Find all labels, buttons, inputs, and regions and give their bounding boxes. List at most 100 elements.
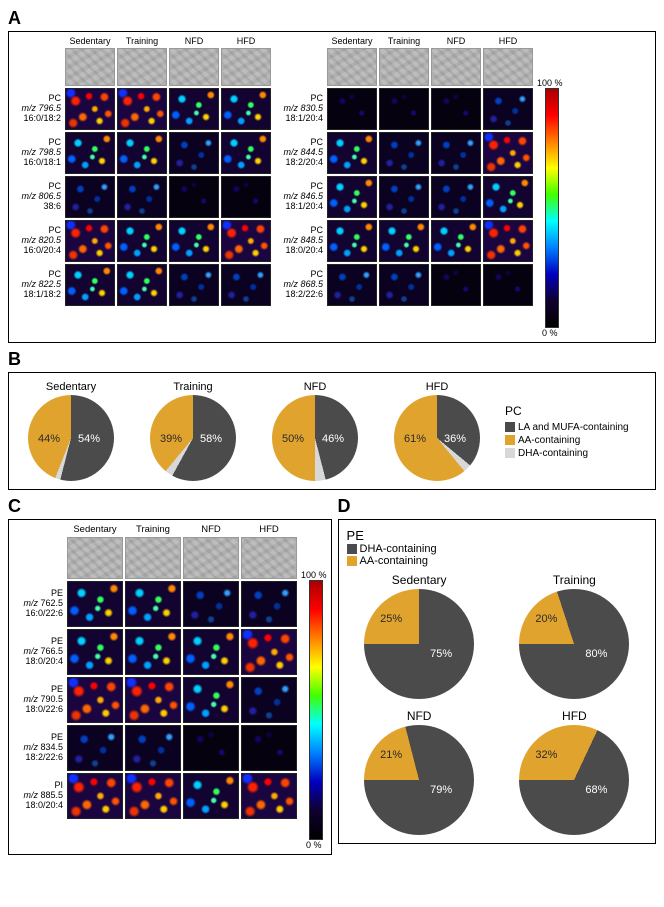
panel-a: SedentaryTrainingNFDHFDPCm/z 796.516:0/1… (8, 31, 656, 343)
heatmap-tile (65, 132, 115, 174)
panel-a-left-grid: SedentaryTrainingNFDHFDPCm/z 796.516:0/1… (13, 36, 271, 306)
pie-label: Training (553, 573, 596, 587)
legend-title: PE (347, 528, 647, 543)
histology-image (379, 48, 429, 86)
heatmap-tile (483, 132, 533, 174)
heatmap-tile (241, 581, 297, 627)
pie-pct-yellow: 44% (38, 433, 60, 445)
pie-pct-yellow: 50% (282, 433, 304, 445)
heatmap-tile (169, 132, 219, 174)
heatmap-tile (67, 677, 123, 723)
colorbar-a (545, 88, 559, 328)
pie-label: Training (173, 381, 212, 393)
panel-c: SedentaryTrainingNFDHFDPEm/z 762.516:0/2… (8, 519, 332, 855)
pie-label: NFD (304, 381, 327, 393)
heatmap-tile (431, 132, 481, 174)
heatmap-tile (327, 220, 377, 262)
pie-chart: 32% 68% (519, 725, 629, 835)
pie-pct-yellow: 21% (380, 749, 402, 761)
heatmap-tile (65, 220, 115, 262)
pie-d-item: NFD21%79% (347, 709, 492, 835)
heatmap-tile (221, 264, 271, 306)
heatmap-tile (125, 773, 181, 819)
pie-pct-dark: 68% (585, 784, 607, 796)
heatmap-tile (483, 88, 533, 130)
column-header: Sedentary (65, 36, 115, 46)
pie-pct-yellow: 39% (160, 433, 182, 445)
row-label: PIm/z 885.518:0/20:4 (13, 781, 65, 811)
pie-pct-yellow: 20% (535, 613, 557, 625)
heatmap-tile (241, 773, 297, 819)
pie-chart: 36%61% (394, 395, 480, 481)
column-header: Training (125, 524, 181, 535)
pie-b-item: NFD 46%50% (257, 381, 373, 481)
column-header: NFD (169, 36, 219, 46)
histology-image (65, 48, 115, 86)
row-label: PCm/z 848.518:0/20:4 (275, 226, 325, 256)
colorbar-c (309, 580, 323, 840)
pie-pct-dark: 54% (78, 433, 100, 445)
heatmap-tile (431, 264, 481, 306)
row-label: PCm/z 796.516:0/18:2 (13, 94, 63, 124)
pie-pct-yellow: 32% (535, 749, 557, 761)
legend-b: PCLA and MUFA-containingAA-containingDHA… (501, 404, 651, 459)
heatmap-tile (327, 264, 377, 306)
histology-image (117, 48, 167, 86)
histology-image (431, 48, 481, 86)
heatmap-tile (169, 88, 219, 130)
column-header: HFD (241, 524, 297, 535)
heatmap-tile (241, 677, 297, 723)
pie-b-item: HFD 36%61% (379, 381, 495, 481)
heatmap-tile (241, 629, 297, 675)
heatmap-tile (67, 725, 123, 771)
legend-title: PC (505, 404, 651, 418)
heatmap-tile (379, 220, 429, 262)
heatmap-tile (379, 132, 429, 174)
pie-b-item: Training 58%39% (135, 381, 251, 481)
row-label: PCm/z 846.518:1/20:4 (275, 182, 325, 212)
heatmap-tile (183, 629, 239, 675)
heatmap-tile (117, 88, 167, 130)
row-label: PCm/z 806.538:6 (13, 182, 63, 212)
heatmap-tile (183, 725, 239, 771)
pie-label: Sedentary (46, 381, 96, 393)
histology-image (483, 48, 533, 86)
pie-d-item: Training 20% 80% (502, 573, 647, 699)
heatmap-tile (221, 132, 271, 174)
column-header: Training (379, 36, 429, 46)
panel-b: Sedentary54%44%Training58%39%NFD46%50%HF… (8, 372, 656, 490)
heatmap-tile (327, 132, 377, 174)
legend-item: DHA-containing (347, 543, 647, 555)
heatmap-tile (221, 176, 271, 218)
pie-chart: 46%50% (272, 395, 358, 481)
pie-d-item: HFD32%68% (502, 709, 647, 835)
row-label: PCm/z 830.518:1/20:4 (275, 94, 325, 124)
column-header: NFD (183, 524, 239, 535)
pie-pct-dark: 75% (430, 648, 452, 660)
pie-chart: 21%79% (364, 725, 474, 835)
pie-label: HFD (426, 381, 449, 393)
heatmap-tile (117, 176, 167, 218)
heatmap-tile (65, 176, 115, 218)
heatmap-tile (65, 264, 115, 306)
heatmap-tile (169, 264, 219, 306)
row-label: PEm/z 766.518:0/20:4 (13, 637, 65, 667)
heatmap-tile (183, 677, 239, 723)
histology-image (241, 537, 297, 579)
heatmap-tile (125, 581, 181, 627)
row-label: PEm/z 834.518:2/22:6 (13, 733, 65, 763)
heatmap-tile (241, 725, 297, 771)
row-label: PEm/z 790.518:0/22:6 (13, 685, 65, 715)
heatmap-tile (117, 220, 167, 262)
pie-pct-dark: 80% (585, 648, 607, 660)
column-header: NFD (431, 36, 481, 46)
colorbar-c-top: 100 % (301, 570, 327, 580)
colorbar-c-bot: 0 % (306, 840, 322, 850)
heatmap-tile (431, 88, 481, 130)
histology-image (221, 48, 271, 86)
histology-image (125, 537, 181, 579)
pie-chart: 58%39% (150, 395, 236, 481)
heatmap-tile (125, 725, 181, 771)
heatmap-tile (65, 88, 115, 130)
heatmap-tile (169, 220, 219, 262)
